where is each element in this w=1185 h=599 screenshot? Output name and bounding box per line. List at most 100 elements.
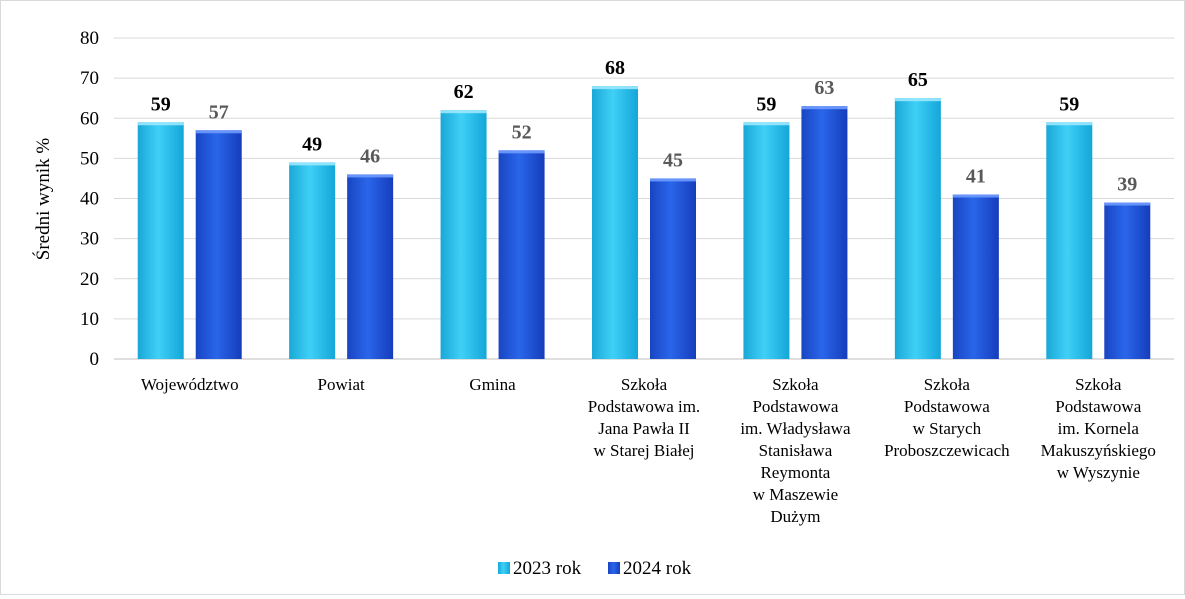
y-tick-label: 70 — [80, 68, 99, 89]
bar — [650, 178, 696, 359]
legend: 2023 rok 2024 rok — [498, 558, 692, 579]
data-label: 39 — [1117, 174, 1137, 196]
bar — [347, 174, 394, 359]
x-category-line: Województwo — [141, 375, 239, 394]
bar-top-bevel — [1046, 122, 1093, 126]
bar-top-bevel — [498, 150, 545, 154]
y-tick-label: 40 — [80, 189, 99, 210]
legend-label: 2023 rok — [513, 558, 582, 579]
x-category-line: Szkoła — [1075, 375, 1122, 394]
x-category-line: Dużym — [770, 507, 820, 526]
x-category-line: w Starych — [913, 419, 982, 438]
x-category-line: w Starej Białej — [593, 441, 694, 460]
x-category-label: Gmina — [469, 375, 516, 394]
x-category-line: Stanisława — [759, 441, 833, 460]
x-category-line: Proboszczewicach — [884, 441, 1010, 460]
data-label: 59 — [756, 93, 776, 115]
x-category-label: Szkoła Podstawowa w Starych Proboszczewicac… — [884, 375, 1010, 460]
x-axis-categories: Województwo Powiat Gmina Szkoła Podstawowa i… — [141, 375, 1156, 526]
legend-swatch — [498, 562, 510, 574]
x-category-line: Reymonta — [760, 463, 830, 482]
bar-body — [650, 178, 696, 359]
y-tick-label: 50 — [80, 148, 99, 169]
x-category-line: Podstawowa — [904, 397, 990, 416]
x-category-line: Podstawowa — [1055, 397, 1141, 416]
bar-top-bevel — [894, 98, 941, 102]
bar-body — [801, 106, 848, 360]
bar-body — [592, 86, 638, 360]
x-category-line: Gmina — [469, 375, 516, 394]
data-labels: 59 57 49 46 62 52 68 45 59 63 65 41 59 39 — [151, 57, 1138, 195]
x-category-line: Jana Pawła II — [598, 419, 690, 438]
y-tick-label: 80 — [80, 28, 99, 49]
data-label: 59 — [1059, 93, 1079, 115]
data-label: 45 — [663, 149, 683, 171]
bar-top-bevel — [952, 194, 999, 198]
gridlines — [114, 37, 1174, 360]
y-tick-label: 20 — [80, 269, 99, 290]
bar — [1046, 122, 1093, 359]
bar-top-bevel — [1104, 202, 1151, 206]
y-tick-label: 0 — [90, 349, 100, 370]
y-tick-label: 30 — [80, 229, 99, 250]
x-category-label: Szkoła Podstawowa im. Jana Pawła II w Stare… — [588, 375, 700, 460]
bars — [137, 86, 1151, 360]
bar-body — [195, 130, 242, 359]
y-tick-label: 10 — [80, 309, 99, 330]
data-label: 57 — [209, 101, 229, 123]
bar-top-bevel — [289, 162, 336, 166]
data-label: 68 — [605, 57, 625, 79]
bar-top-bevel — [347, 174, 394, 178]
x-category-line: Szkoła — [924, 375, 971, 394]
bar — [801, 106, 848, 360]
bar-body — [498, 150, 545, 359]
x-category-label: Województwo — [141, 375, 239, 394]
bar-body — [1104, 202, 1151, 359]
x-category-line: w Maszewie — [753, 485, 838, 504]
y-tick-label: 60 — [80, 108, 99, 129]
bar-body — [440, 110, 487, 359]
bar-body — [894, 98, 941, 359]
x-category-line: Szkoła — [772, 375, 819, 394]
data-label: 59 — [151, 93, 171, 115]
bar — [743, 122, 790, 359]
bar — [137, 122, 184, 359]
bar — [289, 162, 336, 359]
data-label: 49 — [302, 133, 322, 155]
x-category-line: Podstawowa im. — [588, 397, 700, 416]
x-category-label: Powiat — [318, 375, 366, 394]
bar-body — [743, 122, 790, 359]
x-category-line: Makuszyńskiego — [1041, 441, 1156, 460]
x-category-label: Szkoła Podstawowa im. Władysława Stanisława… — [740, 375, 851, 526]
bar-top-bevel — [650, 178, 696, 182]
data-label: 62 — [454, 81, 474, 103]
data-label: 41 — [966, 165, 986, 187]
bar-top-bevel — [592, 86, 638, 90]
bar — [894, 98, 941, 359]
bar — [498, 150, 545, 359]
x-category-line: Szkoła — [621, 375, 668, 394]
bar — [195, 130, 242, 359]
bar-top-bevel — [801, 106, 848, 110]
bar — [592, 86, 638, 360]
bar-top-bevel — [137, 122, 184, 126]
bar — [1104, 202, 1151, 359]
bar-body — [952, 194, 999, 359]
data-label: 65 — [908, 69, 928, 91]
bar-body — [289, 162, 336, 359]
bar-body — [137, 122, 184, 359]
bar — [952, 194, 999, 359]
y-axis-ticks: 0 10 20 30 40 50 60 70 80 — [80, 28, 99, 370]
legend-label: 2024 rok — [623, 558, 692, 579]
bar-top-bevel — [195, 130, 242, 134]
data-label: 52 — [512, 121, 532, 143]
bar-body — [347, 174, 394, 359]
x-category-line: Podstawowa — [752, 397, 838, 416]
bar-body — [1046, 122, 1093, 359]
legend-swatch — [608, 562, 620, 574]
y-axis-title: Średni wynik % — [32, 138, 54, 261]
x-category-line: w Wyszynie — [1057, 463, 1140, 482]
data-label: 46 — [360, 145, 380, 167]
bar — [440, 110, 487, 359]
